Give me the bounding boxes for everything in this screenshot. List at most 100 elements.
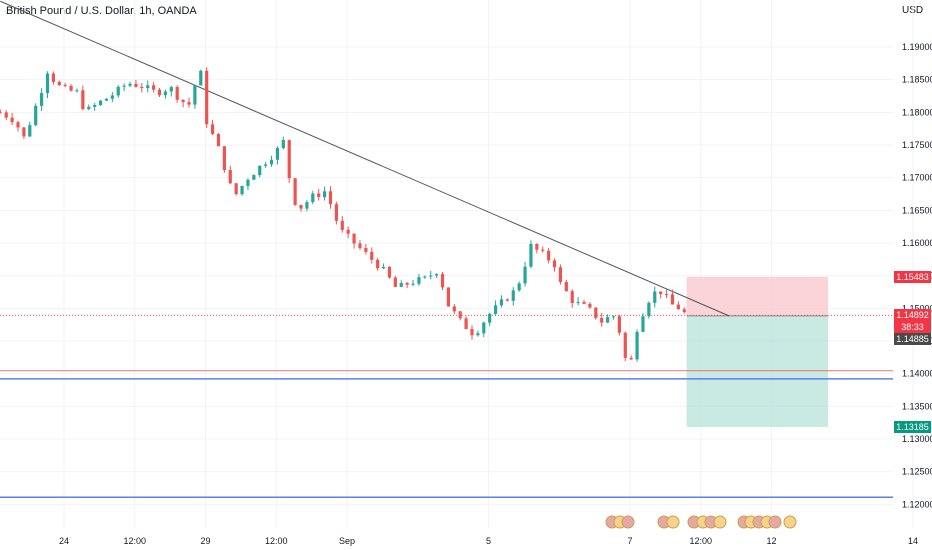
candle-body bbox=[16, 122, 20, 128]
candle-body bbox=[140, 86, 144, 89]
candle-body bbox=[452, 306, 456, 312]
candle-body bbox=[252, 175, 256, 180]
candle-body bbox=[340, 220, 344, 230]
trendline-layer bbox=[0, 0, 730, 317]
candle-body bbox=[246, 179, 250, 186]
x-tick-label: 24 bbox=[59, 536, 69, 546]
candle-body bbox=[258, 165, 262, 176]
x-tick-label: 12:00 bbox=[123, 536, 146, 546]
candle-body bbox=[352, 233, 356, 244]
candle-body bbox=[511, 290, 515, 301]
event-flag-icon bbox=[713, 515, 727, 529]
y-tick-label: 1.14000 bbox=[902, 369, 932, 379]
candle-body bbox=[659, 291, 663, 295]
bar-countdown: 38:33 bbox=[901, 322, 924, 333]
candle-body bbox=[582, 302, 586, 304]
y-tick-label: 1.12500 bbox=[902, 467, 932, 477]
y-tick-label: 1.18500 bbox=[902, 75, 932, 85]
x-tick-label: 7 bbox=[627, 536, 632, 546]
candle-body bbox=[104, 98, 109, 101]
candle-body bbox=[311, 193, 315, 203]
candle-body bbox=[358, 243, 362, 249]
y-tick-label: 1.13000 bbox=[902, 434, 932, 444]
candle-body bbox=[440, 274, 445, 288]
candle-body bbox=[423, 276, 427, 278]
candle-body bbox=[499, 299, 504, 306]
candle-body bbox=[152, 85, 156, 90]
candle-body bbox=[63, 85, 67, 87]
position-zones bbox=[686, 276, 829, 427]
candle-body bbox=[169, 87, 173, 92]
candle-body bbox=[210, 124, 215, 134]
candle-body bbox=[676, 304, 680, 310]
event-flag-icon bbox=[621, 515, 635, 529]
candle-body bbox=[376, 259, 380, 269]
candle-body bbox=[51, 73, 55, 82]
candle-body bbox=[281, 140, 285, 149]
candle-body bbox=[493, 305, 498, 314]
candle-body bbox=[128, 83, 132, 86]
candle-body bbox=[476, 333, 480, 336]
candle-body bbox=[122, 85, 126, 87]
candle-body bbox=[57, 81, 61, 86]
candle-body bbox=[547, 250, 551, 261]
event-flag-icon bbox=[768, 515, 782, 529]
candle-body bbox=[529, 244, 533, 267]
candle-body bbox=[275, 148, 280, 160]
candle-body bbox=[470, 329, 474, 336]
candle-body bbox=[552, 260, 557, 268]
x-tick-label: 5 bbox=[486, 536, 491, 546]
candle-body bbox=[222, 146, 226, 171]
candle-body bbox=[264, 164, 268, 166]
candle-body bbox=[641, 316, 645, 332]
candle-body bbox=[228, 170, 232, 184]
candle-body bbox=[558, 267, 563, 282]
candle-body bbox=[517, 283, 521, 291]
x-tick-label: 14 bbox=[908, 536, 918, 546]
y-tick-label: 1.18000 bbox=[902, 107, 932, 117]
candle-body bbox=[175, 87, 179, 100]
x-tick-label: Sep bbox=[339, 536, 355, 546]
candle-body bbox=[157, 89, 162, 96]
candle-body bbox=[617, 316, 621, 333]
candle-body bbox=[346, 229, 350, 234]
candle-body bbox=[28, 125, 32, 137]
candle-body bbox=[205, 70, 209, 125]
y-tick-label: 1.15000 bbox=[902, 303, 932, 313]
economic-events bbox=[605, 515, 797, 529]
candle-body bbox=[570, 291, 574, 304]
candle-body bbox=[134, 83, 138, 87]
event-flag-icon bbox=[666, 515, 680, 529]
candle-body bbox=[605, 317, 610, 323]
candles-layer bbox=[0, 67, 686, 362]
candle-body bbox=[600, 317, 604, 323]
x-tick-label: 29 bbox=[200, 536, 210, 546]
candle-body bbox=[623, 332, 627, 358]
candle-body bbox=[334, 204, 338, 221]
candle-body bbox=[458, 311, 462, 319]
candle-body bbox=[588, 303, 592, 308]
candle-body bbox=[293, 178, 297, 205]
candle-body bbox=[199, 70, 203, 86]
candle-body bbox=[647, 302, 651, 317]
candle-body bbox=[116, 86, 120, 96]
candle-body bbox=[240, 185, 244, 195]
candle-body bbox=[181, 99, 185, 103]
candle-body bbox=[75, 90, 79, 92]
candle-body bbox=[399, 282, 403, 287]
candle-body bbox=[653, 291, 657, 303]
candle-body bbox=[417, 277, 421, 284]
candle-body bbox=[670, 294, 675, 305]
candle-body bbox=[146, 85, 150, 89]
candle-body bbox=[464, 318, 468, 330]
candle-body bbox=[635, 331, 639, 360]
current-price-tag: 1.14892 38:33 bbox=[894, 309, 931, 334]
candle-body bbox=[381, 266, 386, 269]
candle-body bbox=[216, 133, 221, 147]
candle-body bbox=[98, 100, 103, 105]
candle-body bbox=[446, 287, 451, 307]
horizontal-levels bbox=[0, 314, 893, 498]
candle-body bbox=[4, 112, 8, 118]
